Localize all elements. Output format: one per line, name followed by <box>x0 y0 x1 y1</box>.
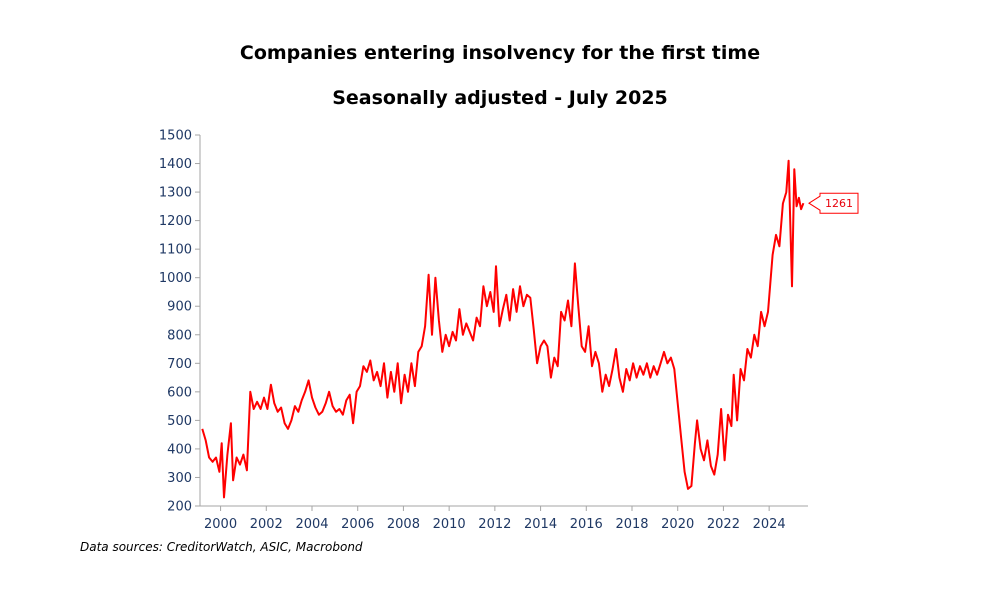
y-tick-label: 1500 <box>159 129 192 144</box>
chart-title: Companies entering insolvency for the fi… <box>239 42 761 64</box>
y-tick-label: 900 <box>167 300 192 315</box>
y-tick-label: 400 <box>167 442 192 457</box>
y-tick-label: 800 <box>167 328 192 343</box>
y-tick-label: 700 <box>167 357 192 372</box>
x-tick-label: 2000 <box>204 517 237 532</box>
x-tick-label: 2010 <box>433 517 466 532</box>
x-tick-label: 2006 <box>341 517 374 532</box>
data-source-note: Data sources: CreditorWatch, ASIC, Macro… <box>80 540 363 554</box>
y-tick-label: 1300 <box>159 186 192 201</box>
y-tick-label: 300 <box>167 471 192 486</box>
y-tick-label: 1200 <box>159 214 192 229</box>
y-tick-label: 600 <box>167 385 192 400</box>
x-tick-label: 2002 <box>250 517 283 532</box>
last-value-callout <box>808 192 859 214</box>
y-tick-label: 500 <box>167 414 192 429</box>
x-tick-label: 2018 <box>615 517 648 532</box>
x-tick-label: 2020 <box>661 517 694 532</box>
y-tick-label: 1400 <box>159 157 192 172</box>
chart-subtitle: Seasonally adjusted - July 2025 <box>332 87 668 109</box>
y-tick-label: 1100 <box>159 243 192 258</box>
x-tick-label: 2008 <box>387 517 420 532</box>
x-tick-label: 2012 <box>478 517 511 532</box>
y-tick-label: 1000 <box>159 271 192 286</box>
y-tick-label: 200 <box>167 500 192 515</box>
x-tick-label: 2004 <box>295 517 328 532</box>
x-tick-label: 2024 <box>753 517 786 532</box>
series-line <box>201 159 805 499</box>
x-tick-label: 2022 <box>707 517 740 532</box>
x-tick-label: 2016 <box>570 517 603 532</box>
last-value-label: 1261 <box>825 197 853 210</box>
x-tick-label: 2014 <box>524 517 557 532</box>
